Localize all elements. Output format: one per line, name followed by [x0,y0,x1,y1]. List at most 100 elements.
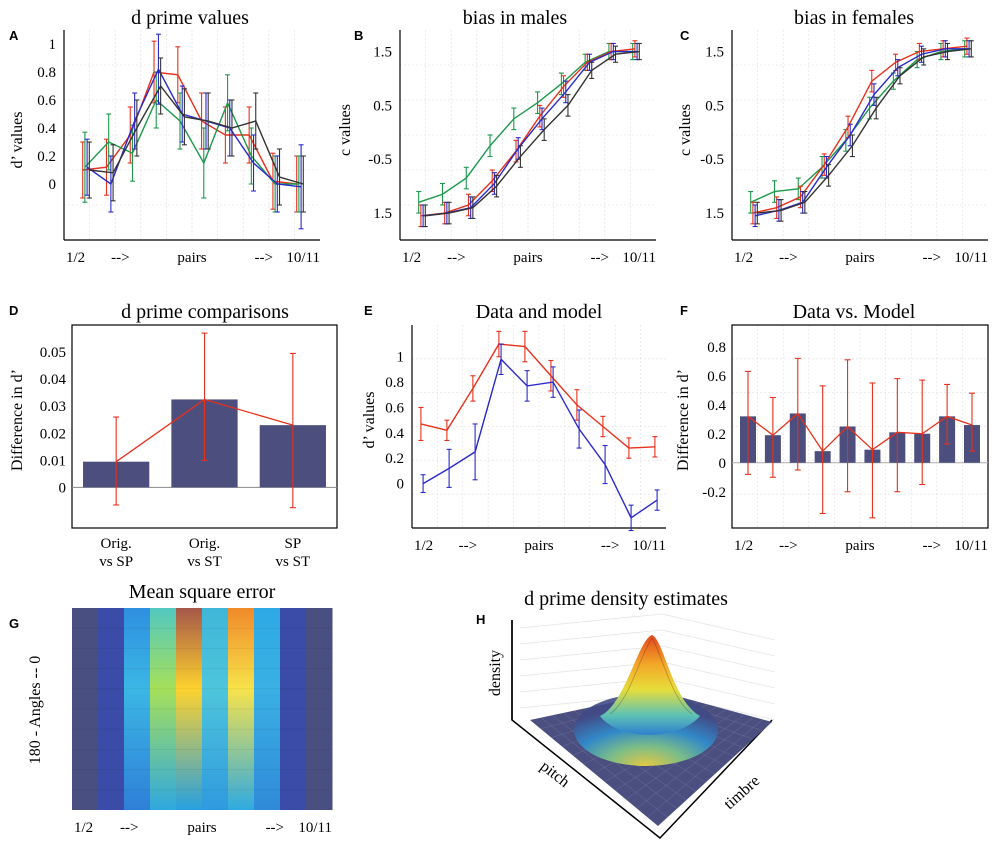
panel-c-y-tick-label: -0.5 [700,152,724,168]
panel-d-y-tick-label: 0.01 [40,453,66,469]
panel-b-x-tick-label: --> [447,250,465,266]
panel-g-heatmap-column [124,608,151,810]
panel-a-series-blue [86,67,302,188]
panel-b-series-red [420,48,635,217]
panel-d-x-tick-label: Orig. [189,536,220,552]
panel-letter-f: F [680,303,688,318]
panel-e-y-tick-label: 0.2 [385,451,404,467]
panel-c-x-tick-label: 10/11 [954,250,988,266]
panel-h-grid-line [661,645,776,673]
panel-d-y-tick-label: 0.02 [40,426,66,442]
panel-letter-d: D [9,303,19,318]
panel-d-y-tick-label: 0.05 [40,345,66,361]
panel-h-grid-line [661,677,776,705]
panel-h-wire [540,717,668,818]
panel-a-x-tick-label: 10/11 [286,250,320,266]
panel-h-title: d prime density estimates [524,588,728,610]
grid [400,30,656,240]
panel-e-y-tick-label: 0.6 [385,400,404,416]
panel-h-surface-peak [600,635,700,735]
panel-h-grid-line [661,629,776,657]
panel-f-y-tick-label: 0.6 [707,369,726,385]
panel-e-x-tick-label: --> [601,538,619,554]
panel-g-heatmap-column [306,608,333,810]
panel-b-series-green [418,50,633,203]
panel-h-grid-line [519,613,663,629]
panel-e-x-tick-label: pairs [524,538,553,554]
panel-c-y-axis-label: c values [677,104,694,156]
panel-c-series-red [752,45,967,214]
panel-f-frame [731,324,989,529]
panel-d-y-tick-label: 0 [59,480,67,496]
panel-e-title: Data and model [476,301,603,323]
panel-h-wire [636,716,754,809]
panel-b-y-tick-label: 0.5 [373,98,392,114]
panel-c-x-tick-label: pairs [845,250,874,266]
panel-a-x-tick-label: --> [254,250,272,266]
panel-e-y-tick-label: 1 [397,350,405,366]
grid [412,325,666,528]
panel-c-x-tick-label: --> [779,250,797,266]
panel-a-y-tick-label: 0.2 [37,149,56,165]
panel-h-y-axis-label: timbre [721,772,763,813]
panel-f-y-tick-label: 0.2 [707,427,726,443]
panel-e-series-data [422,357,658,519]
panel-g-y-axis-label: 180 - Angles -- 0 [27,656,44,764]
panel-h-peak-mesh [609,637,693,715]
panel-d-title: d prime comparisons [121,301,289,323]
panel-g-heatmap-column [98,608,125,810]
panel-f-x-tick-label: 1/2 [734,538,753,554]
panel-b-x-tick-label: pairs [513,250,542,266]
panel-c-series-blue [754,48,970,217]
panel-b-x-tick-label: --> [590,250,608,266]
panel-g-heatmap-column [202,608,229,810]
panel-a-y-tick-label: 0.8 [37,65,56,81]
panel-c-y-tick-label: 1.5 [705,206,724,222]
panel-e-y-tick-label: 0.8 [385,375,404,391]
panel-f-y-tick-label: 0.8 [707,340,726,356]
panel-b-x-tick-label: 10/11 [622,250,656,266]
panel-g-x-tick-label: 1/2 [74,820,93,836]
panel-letter-h: H [476,612,486,627]
panel-h-grid-line [661,613,776,641]
panel-c-series-dark [757,48,972,214]
panel-f-y-tick-label: 0.4 [707,398,726,414]
panel-c-title: bias in females [794,7,914,29]
panel-d-x-tick-label: vs SP [99,554,133,570]
panel-c-y-tick-label: 0.5 [705,98,724,114]
panel-a-series-green [84,98,299,185]
panel-e-y-tick-label: 0 [397,477,405,493]
panel-g-heatmap-column [150,608,177,810]
panel-g-heatmap-column [254,608,281,810]
panel-b-y-axis-label: c values [337,104,354,156]
panel-a-y-tick-label: 0.6 [37,93,56,109]
panel-a-series-dark [89,84,304,185]
panel-g-heatmap-column [176,608,203,810]
panel-e-x-tick-label: --> [459,538,477,554]
panel-b-y-tick-label: 1.5 [373,206,392,222]
panel-f-y-tick-label: 0 [719,456,727,472]
panel-h-grid-line [519,629,663,645]
panel-d-y-tick-label: 0.04 [40,372,67,388]
panel-g-x-tick-label: 10/11 [298,820,332,836]
panel-d-x-tick-label: vs ST [187,554,222,570]
panel-b-y-tick-label: 1.5 [373,45,392,61]
panel-g-x-tick-label: pairs [187,820,216,836]
panel-a-x-tick-label: 1/2 [66,250,85,266]
panel-g-x-tick-label: --> [120,820,138,836]
panel-e-x-tick-label: 1/2 [414,538,433,554]
panel-h-grid-line [519,645,663,661]
panel-letter-b: B [354,28,364,43]
panel-a-y-axis-label: d’ values [9,111,26,168]
panel-d-y-tick-label: 0.03 [40,399,66,415]
panel-d-frame [71,324,338,529]
panel-g-heatmap-column [228,608,255,810]
panel-a-y-tick-label: 1 [49,37,57,53]
panel-d-x-tick-label: vs ST [276,554,311,570]
panel-h-wire [647,719,764,818]
panel-f-x-tick-label: --> [922,538,940,554]
panel-f-x-tick-label: --> [779,538,797,554]
panel-letter-g: G [9,616,20,631]
panel-a-series-red [82,71,297,185]
panel-c-y-tick-label: 1.5 [705,45,724,61]
